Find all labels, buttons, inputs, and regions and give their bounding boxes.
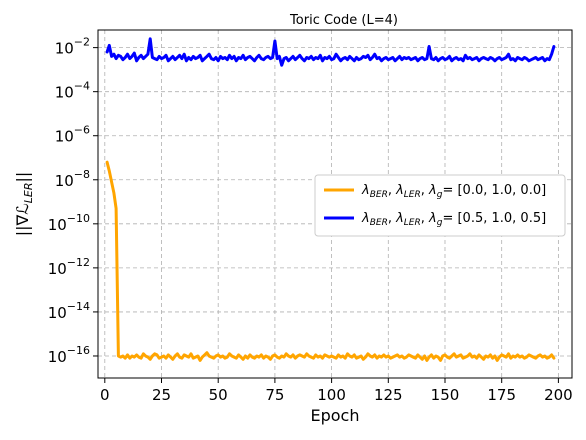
series-line-1: [105, 160, 556, 362]
chart-title: Toric Code (L=4): [289, 13, 398, 28]
y-tick-label: 10−4: [55, 80, 90, 102]
y-tick-label: 10−10: [48, 212, 90, 234]
x-tick-label: 125: [374, 386, 403, 404]
x-tick-label: 200: [544, 386, 573, 404]
y-tick-label: 10−14: [48, 300, 90, 322]
x-tick-label: 25: [152, 386, 171, 404]
y-tick-label: 10−6: [55, 124, 90, 146]
legend-values-series-1: [0.0, 1.0, 0.0]: [457, 183, 546, 198]
y-axis-label: ||∇ℒLER||: [13, 172, 35, 237]
x-tick-label: 100: [317, 386, 346, 404]
x-tick-label: 175: [487, 386, 516, 404]
x-tick-label: 150: [431, 386, 460, 404]
y-tick-label: 10−2: [55, 36, 90, 58]
x-tick-label: 75: [265, 386, 284, 404]
plot-frame: [97, 29, 573, 379]
legend-label-series-2: λBER, λLER, λg= [0.5, 1.0, 0.5]: [361, 211, 546, 228]
y-tick-label: 10−12: [48, 256, 90, 278]
y-tick-label: 10−16: [48, 344, 90, 366]
x-tick-label: 0: [100, 386, 110, 404]
legend-values-series-2: [0.5, 1.0, 0.5]: [457, 211, 546, 226]
x-axis-label: Epoch: [311, 406, 360, 425]
legend: λBER, λLER, λg= [0.0, 1.0, 0.0] λBER, λL…: [314, 174, 566, 237]
y-axis-ticks: 10−2 10−4 10−6 10−8 10−10 10−12 10−14 10−16: [48, 36, 98, 366]
legend-label-series-1: λBER, λLER, λg= [0.0, 1.0, 0.0]: [361, 183, 546, 200]
x-axis-ticks: 0 25 50 75 100 125 150 175 200: [100, 378, 573, 404]
legend-box: [314, 174, 566, 237]
series-line-2: [105, 37, 556, 67]
x-tick-label: 50: [209, 386, 228, 404]
y-tick-label: 10−8: [55, 168, 90, 190]
series-layer: [105, 37, 556, 362]
